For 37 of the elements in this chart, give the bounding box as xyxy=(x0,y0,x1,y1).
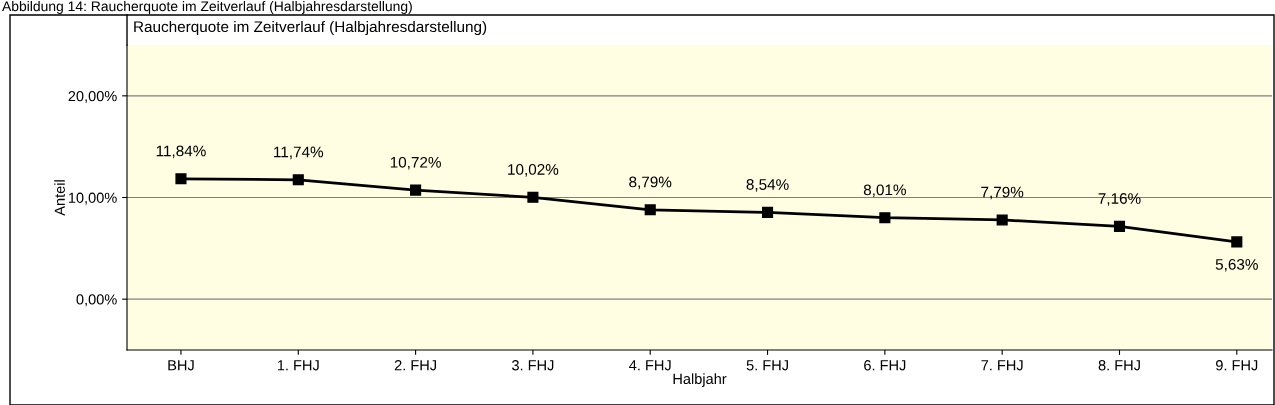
data-label: 7,16% xyxy=(1098,193,1141,206)
data-label: 5,63% xyxy=(1215,259,1258,272)
point xyxy=(292,174,304,186)
x-tick-label: 9. FHJ xyxy=(1216,360,1258,371)
point xyxy=(644,204,656,216)
point xyxy=(996,214,1008,226)
x-tick-label: 6. FHJ xyxy=(864,360,906,371)
x-tick-label: 3. FHJ xyxy=(512,360,554,371)
point xyxy=(1113,220,1126,232)
y-axis-title: Anteil xyxy=(54,180,65,216)
point xyxy=(761,206,774,218)
point xyxy=(410,184,422,196)
point xyxy=(879,212,891,224)
x-tick-label: 1. FHJ xyxy=(277,360,319,371)
data-label: 8,01% xyxy=(863,184,906,198)
data-label: 8,54% xyxy=(746,179,789,192)
point xyxy=(527,191,539,203)
x-tick-label: 4. FHJ xyxy=(629,360,671,371)
data-label: 11,74% xyxy=(274,146,324,160)
x-tick-label: BHJ xyxy=(168,360,194,371)
chart-title: Raucherquote im Zeitverlauf (Halbjahresdarstellung) xyxy=(134,20,487,36)
data-label: 7,79% xyxy=(981,186,1024,200)
x-tick-label: 5. FHJ xyxy=(746,360,788,371)
y-tick-label: 20,00% xyxy=(68,90,117,103)
data-label: 8,79% xyxy=(629,176,672,190)
y-tick-label: 10,00% xyxy=(68,192,117,205)
point xyxy=(175,173,187,185)
x-tick-label: 2. FHJ xyxy=(394,360,436,371)
data-label: 10,72% xyxy=(390,156,441,170)
x-tick-label: 7. FHJ xyxy=(981,360,1023,371)
text: Abbildung 14: Raucherquote im Zeitverlauf (Halbjahresdarstellung) xyxy=(2,1,412,14)
x-axis-title: Halbjahr xyxy=(673,373,727,387)
data-label: 11,84% xyxy=(156,145,206,159)
data-label: 10,02% xyxy=(508,164,559,177)
point xyxy=(1231,236,1243,248)
y-tick-label: 0,00% xyxy=(76,294,117,307)
x-tick-label: 8. FHJ xyxy=(1098,360,1140,371)
